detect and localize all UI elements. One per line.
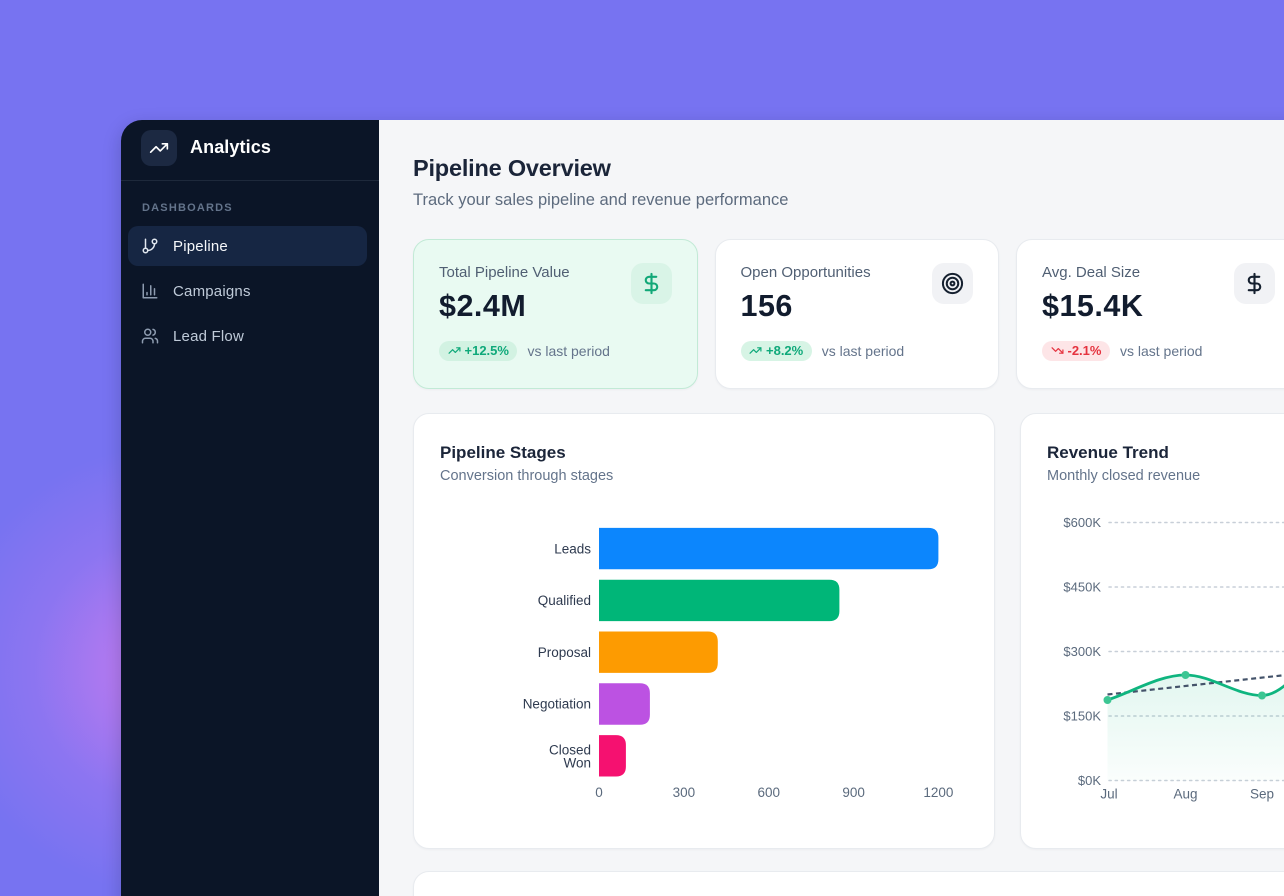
svg-text:Negotiation: Negotiation xyxy=(523,697,591,712)
svg-text:600: 600 xyxy=(758,785,781,800)
svg-text:$0K: $0K xyxy=(1078,773,1101,788)
svg-text:Sep: Sep xyxy=(1250,787,1274,802)
svg-text:$600K: $600K xyxy=(1063,515,1101,530)
svg-text:Proposal: Proposal xyxy=(538,645,591,660)
svg-text:$150K: $150K xyxy=(1063,709,1101,724)
svg-text:300: 300 xyxy=(673,785,696,800)
svg-text:0: 0 xyxy=(595,785,603,800)
svg-text:Leads: Leads xyxy=(554,541,591,556)
svg-text:Aug: Aug xyxy=(1173,787,1197,802)
svg-text:Closed: Closed xyxy=(549,743,591,758)
svg-text:$300K: $300K xyxy=(1063,644,1101,659)
svg-text:Jul: Jul xyxy=(1100,787,1117,802)
svg-text:900: 900 xyxy=(842,785,865,800)
svg-text:Won: Won xyxy=(563,756,591,771)
svg-text:1200: 1200 xyxy=(923,785,953,800)
svg-text:$450K: $450K xyxy=(1063,580,1101,595)
svg-text:Qualified: Qualified xyxy=(538,593,591,608)
